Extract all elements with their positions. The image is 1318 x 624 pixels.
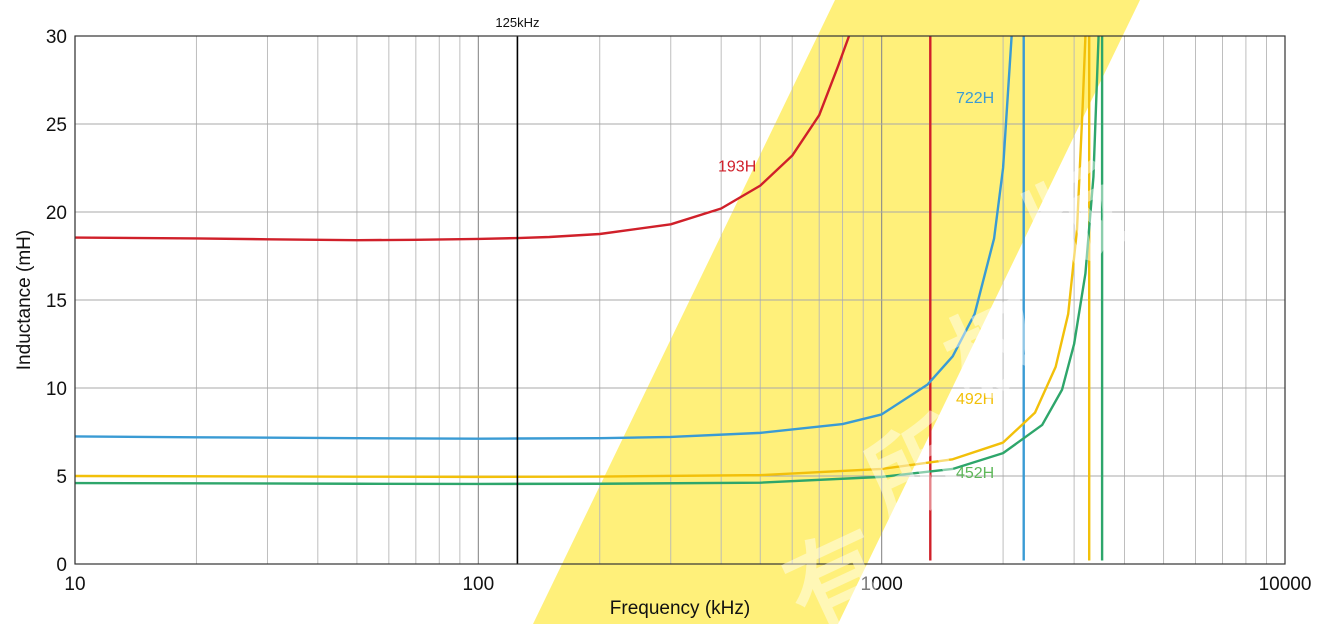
series-label-492H: 492H	[956, 391, 994, 408]
marker-label: 125kHz	[495, 15, 539, 30]
y-tick-label: 10	[46, 379, 67, 400]
series-lines	[74, 35, 1104, 561]
watermark-band	[533, 0, 1140, 624]
y-tick-label: 15	[46, 291, 67, 312]
series-labels: 193H 722H 492H 452H	[718, 90, 994, 482]
y-axis-title: Inductance (mH)	[14, 230, 35, 370]
tick-labels: 10 100 1000 10000 0 5 10 15 20 25 30	[46, 27, 1312, 595]
x-tick-label: 10000	[1259, 574, 1312, 595]
series-line-722H	[74, 35, 1013, 440]
watermark-band-shape	[533, 0, 1140, 624]
y-tick-label: 0	[56, 555, 67, 576]
x-axis-title: Frequency (kHz)	[610, 598, 750, 619]
x-tick-label: 100	[462, 574, 494, 595]
series-line-193H	[74, 35, 851, 242]
series-label-452H: 452H	[956, 465, 994, 482]
x-tick-label: 1000	[861, 574, 903, 595]
series-label-722H: 722H	[956, 90, 994, 107]
series-label-193H: 193H	[718, 159, 756, 176]
x-tick-label: 10	[64, 574, 85, 595]
y-tick-label: 20	[46, 203, 67, 224]
marker-125khz: 125kHz	[495, 15, 539, 564]
y-tick-label: 5	[56, 467, 67, 488]
series-line-452H	[74, 35, 1100, 486]
series-line-492H	[74, 35, 1087, 479]
y-tick-label: 30	[46, 27, 67, 48]
plot-frame	[74, 35, 1286, 565]
y-tick-label: 25	[46, 115, 67, 136]
